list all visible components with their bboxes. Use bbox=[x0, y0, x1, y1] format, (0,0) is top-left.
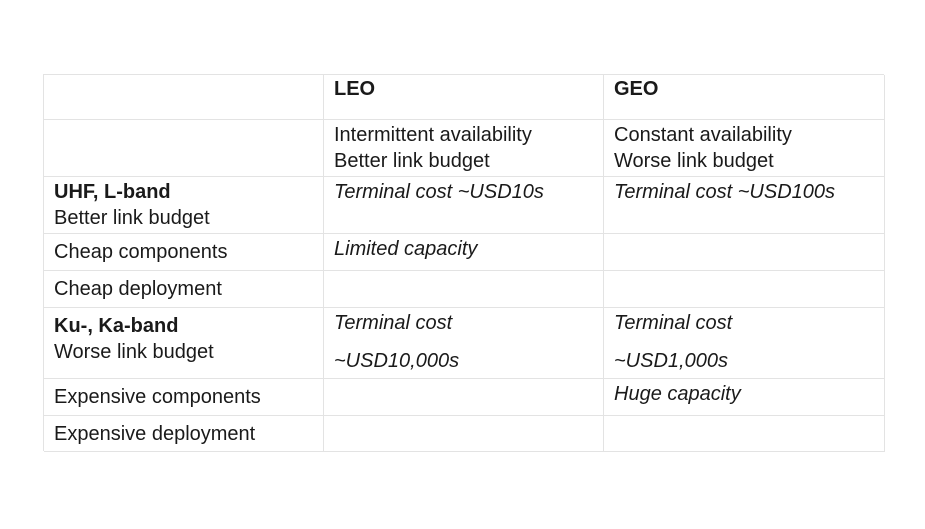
row-cheap-deployment-label: Cheap deployment bbox=[44, 271, 324, 308]
header-corner-cell bbox=[44, 75, 324, 120]
geo-huge-capacity-text: Huge capacity bbox=[614, 383, 741, 405]
leo-link-budget-text: Better link budget bbox=[334, 150, 490, 172]
cheap-components-text: Cheap components bbox=[54, 241, 228, 263]
row-expensive-components-label: Expensive components bbox=[44, 379, 324, 416]
row-cheap-components-label: Cheap components bbox=[44, 234, 324, 271]
ku-leo-terminal-cost-value: ~USD10,000s bbox=[334, 350, 460, 372]
leo-availability-text: Intermittent availability bbox=[334, 124, 532, 146]
header-geo-text: GEO bbox=[614, 78, 659, 100]
ku-geo-terminal-cost-label: Terminal cost bbox=[614, 312, 733, 334]
row-cheap-components-leo: Limited capacity bbox=[324, 234, 604, 271]
header-leo: LEO bbox=[324, 75, 604, 120]
row-cheap-deployment-leo bbox=[324, 271, 604, 308]
expensive-deployment-text: Expensive deployment bbox=[54, 423, 256, 445]
row-expensive-deployment-geo bbox=[604, 416, 885, 452]
row-ku-label: Ku-, Ka-band Worse link budget bbox=[44, 308, 324, 379]
uhf-band-title: UHF, L-band bbox=[54, 181, 171, 203]
ku-leo-terminal-cost-label: Terminal cost bbox=[334, 312, 453, 334]
comparison-table: LEO GEO Intermittent availability Better… bbox=[43, 74, 885, 452]
row-expensive-deployment-leo bbox=[324, 416, 604, 452]
row-ku-leo: Terminal cost ~USD10,000s bbox=[324, 308, 604, 379]
row-uhf-leo: Terminal cost ~USD10s bbox=[324, 177, 604, 234]
row-cheap-deployment-geo bbox=[604, 271, 885, 308]
ku-band-subtitle: Worse link budget bbox=[54, 341, 214, 363]
ku-band-title: Ku-, Ka-band bbox=[54, 315, 179, 337]
row-ku-geo: Terminal cost ~USD1,000s bbox=[604, 308, 885, 379]
uhf-band-subtitle: Better link budget bbox=[54, 207, 210, 229]
header-leo-text: LEO bbox=[334, 78, 376, 100]
row-expensive-components-leo bbox=[324, 379, 604, 416]
row-cheap-components-geo bbox=[604, 234, 885, 271]
expensive-components-text: Expensive components bbox=[54, 386, 261, 408]
row-expensive-deployment-label: Expensive deployment bbox=[44, 416, 324, 452]
ku-geo-terminal-cost-value: ~USD1,000s bbox=[614, 350, 728, 372]
row-availability-leo: Intermittent availability Better link bu… bbox=[324, 120, 604, 177]
row-availability-label bbox=[44, 120, 324, 177]
row-uhf-label: UHF, L-band Better link budget bbox=[44, 177, 324, 234]
row-uhf-geo: Terminal cost ~USD100s bbox=[604, 177, 885, 234]
cheap-deployment-text: Cheap deployment bbox=[54, 278, 222, 300]
geo-availability-text: Constant availability bbox=[614, 124, 792, 146]
leo-limited-capacity-text: Limited capacity bbox=[334, 238, 478, 260]
header-geo: GEO bbox=[604, 75, 885, 120]
geo-link-budget-text: Worse link budget bbox=[614, 150, 774, 172]
uhf-leo-terminal-cost: Terminal cost ~USD10s bbox=[334, 181, 544, 203]
row-availability-geo: Constant availability Worse link budget bbox=[604, 120, 885, 177]
row-expensive-components-geo: Huge capacity bbox=[604, 379, 885, 416]
uhf-geo-terminal-cost: Terminal cost ~USD100s bbox=[614, 181, 836, 203]
